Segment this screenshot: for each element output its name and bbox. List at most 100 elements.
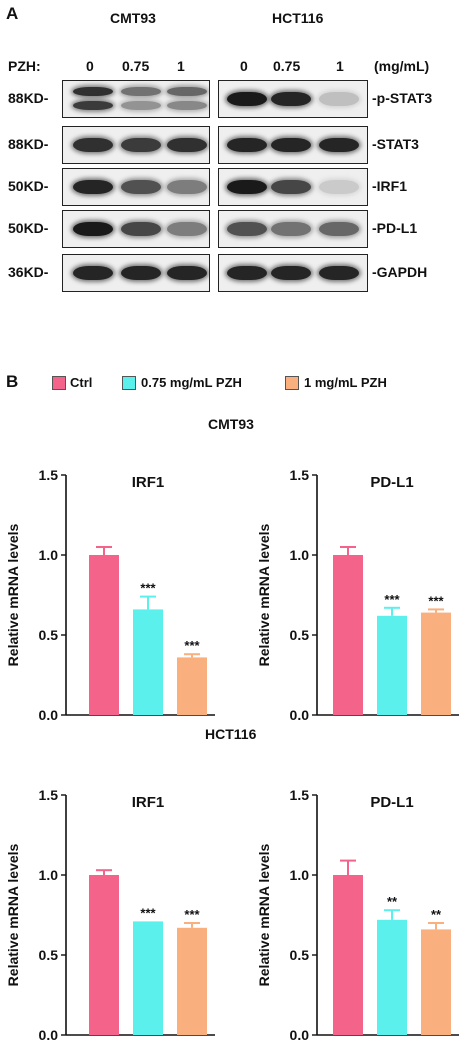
protein-label: -IRF1 <box>372 178 407 194</box>
blot-band <box>73 138 113 152</box>
legend-label-ctrl: Ctrl <box>70 375 93 390</box>
blot-band <box>73 266 113 280</box>
chart-title: PD-L1 <box>370 794 413 811</box>
blot-image-cmt93 <box>62 210 210 248</box>
significance-label: ** <box>387 894 398 909</box>
legend-swatch-075 <box>122 376 136 390</box>
blot-image-hct116 <box>218 126 368 164</box>
blot-band <box>121 222 161 236</box>
blot-band <box>167 180 207 194</box>
panel-b-label: B <box>6 372 19 391</box>
protein-label: -p-STAT3 <box>372 90 433 106</box>
bar-075 <box>377 615 407 715</box>
legend-swatch-ctrl <box>52 376 66 390</box>
dose-cmt93-1: 1 <box>177 58 185 74</box>
y-tick-label: 1.5 <box>290 787 310 803</box>
bar-075 <box>377 919 407 1035</box>
section-title-cmt93: CMT93 <box>208 416 254 432</box>
protein-label: -GAPDH <box>372 264 428 280</box>
blot-image-cmt93 <box>62 168 210 206</box>
y-tick-label: 0.0 <box>290 707 310 723</box>
blot-band <box>121 100 161 110</box>
bar-ctrl <box>89 875 119 1035</box>
blot-band <box>227 180 267 194</box>
dose-cmt93-0: 0 <box>86 58 94 74</box>
y-tick-label: 1.0 <box>39 867 59 883</box>
blot-band <box>121 138 161 152</box>
blot-band <box>73 100 113 110</box>
blot-band <box>271 138 311 152</box>
cell-line-cmt93: CMT93 <box>110 10 156 26</box>
bar-ctrl <box>333 875 363 1035</box>
chart-title: IRF1 <box>132 474 165 491</box>
blot-band <box>73 180 113 194</box>
dose-hct116-1: 1 <box>336 58 344 74</box>
significance-label: *** <box>140 905 156 920</box>
chart-title: IRF1 <box>132 794 165 811</box>
y-axis-label: Relative mRNA levels <box>5 843 21 986</box>
bar-1 <box>177 927 207 1035</box>
blot-band <box>271 222 311 236</box>
significance-label: *** <box>140 581 156 596</box>
legend-swatch-1 <box>285 376 299 390</box>
y-axis-label: Relative mRNA levels <box>256 523 272 666</box>
y-tick-label: 1.0 <box>290 547 310 563</box>
dose-hct116-0: 0 <box>240 58 248 74</box>
blot-band <box>121 180 161 194</box>
legend-label-1: 1 mg/mL PZH <box>304 375 387 390</box>
blot-band <box>167 222 207 236</box>
y-tick-label: 0.0 <box>290 1027 310 1043</box>
blot-band <box>121 86 161 96</box>
section-title-hct116: HCT116 <box>205 726 257 742</box>
blot-band <box>121 266 161 280</box>
blot-band <box>167 266 207 280</box>
blot-image-hct116 <box>218 80 368 118</box>
blot-band <box>319 222 359 236</box>
dose-cmt93-075: 0.75 <box>122 58 150 74</box>
y-tick-label: 0.5 <box>290 947 310 963</box>
y-tick-label: 0.0 <box>39 1027 59 1043</box>
y-tick-label: 1.0 <box>39 547 59 563</box>
significance-label: *** <box>384 592 400 607</box>
y-tick-label: 1.5 <box>290 467 310 483</box>
y-axis-label: Relative mRNA levels <box>5 523 21 666</box>
blot-band <box>227 222 267 236</box>
chart-title: PD-L1 <box>370 474 413 491</box>
dose-hct116-075: 0.75 <box>273 58 301 74</box>
blot-band <box>319 92 359 106</box>
pzh-label: PZH: <box>8 58 41 74</box>
bar-ctrl <box>333 555 363 715</box>
blot-band <box>73 86 113 96</box>
y-tick-label: 0.5 <box>39 947 59 963</box>
y-tick-label: 1.0 <box>290 867 310 883</box>
blot-band <box>227 138 267 152</box>
blot-image-cmt93 <box>62 254 210 292</box>
kd-marker: 88KD- <box>8 90 49 106</box>
blot-band <box>319 180 359 194</box>
blot-image-hct116 <box>218 210 368 248</box>
blot-image-hct116 <box>218 168 368 206</box>
significance-label: *** <box>428 593 444 608</box>
blot-band <box>227 92 267 106</box>
bar-ctrl <box>89 555 119 715</box>
cell-line-hct116: HCT116 <box>272 10 324 26</box>
bar-075 <box>133 921 163 1035</box>
kd-marker: 50KD- <box>8 178 49 194</box>
blot-band <box>167 138 207 152</box>
blot-band <box>167 100 207 110</box>
significance-label: *** <box>184 638 200 653</box>
blot-band <box>271 180 311 194</box>
bar-1 <box>177 657 207 715</box>
protein-label: -PD-L1 <box>372 220 418 236</box>
blot-image-cmt93 <box>62 126 210 164</box>
bar-1 <box>421 612 451 715</box>
y-tick-label: 0.5 <box>290 627 310 643</box>
blot-image-cmt93 <box>62 80 210 118</box>
blot-image-hct116 <box>218 254 368 292</box>
y-tick-label: 1.5 <box>39 467 59 483</box>
kd-marker: 88KD- <box>8 136 49 152</box>
bar-075 <box>133 609 163 715</box>
protein-label: -STAT3 <box>372 136 419 152</box>
y-tick-label: 1.5 <box>39 787 59 803</box>
